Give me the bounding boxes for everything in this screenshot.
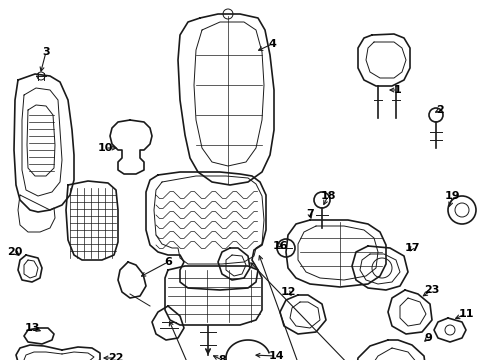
Text: 22: 22	[108, 353, 123, 360]
Text: 9: 9	[423, 333, 431, 343]
Text: 13: 13	[24, 323, 40, 333]
Text: 10: 10	[97, 143, 112, 153]
Text: 11: 11	[457, 309, 473, 319]
Text: 4: 4	[267, 39, 275, 49]
Text: 23: 23	[424, 285, 439, 295]
Text: 17: 17	[404, 243, 419, 253]
Text: 20: 20	[7, 247, 22, 257]
Text: 6: 6	[164, 257, 172, 267]
Text: 1: 1	[393, 85, 401, 95]
Text: 8: 8	[218, 355, 225, 360]
Text: 3: 3	[42, 47, 50, 57]
Text: 12: 12	[280, 287, 295, 297]
Text: 7: 7	[305, 209, 313, 219]
Text: 2: 2	[435, 105, 443, 115]
Text: 19: 19	[444, 191, 460, 201]
Text: 14: 14	[267, 351, 283, 360]
Text: 16: 16	[272, 241, 287, 251]
Text: 18: 18	[320, 191, 335, 201]
